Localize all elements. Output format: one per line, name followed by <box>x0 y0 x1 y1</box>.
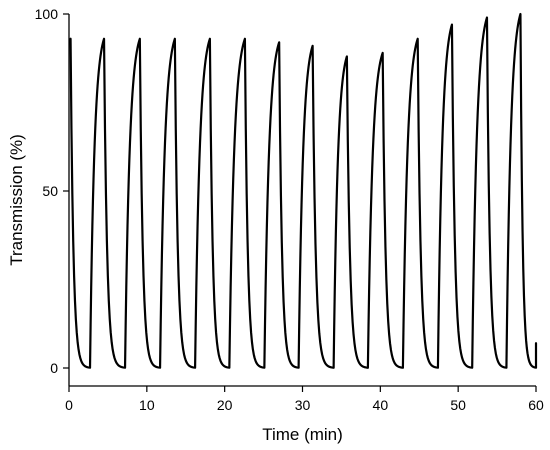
x-tick-label: 40 <box>373 397 389 413</box>
x-ticks: 0 10 20 30 40 50 60 <box>65 386 544 413</box>
y-ticks: 0 50 100 <box>35 6 69 376</box>
y-tick-label: 100 <box>35 6 59 22</box>
y-axis-title: Transmission (%) <box>7 134 26 266</box>
x-tick-label: 10 <box>139 397 155 413</box>
x-tick-label: 20 <box>217 397 233 413</box>
x-tick-label: 50 <box>450 397 466 413</box>
series-transmission-line <box>69 12 538 369</box>
x-tick-label: 60 <box>528 397 544 413</box>
y-tick-label: 0 <box>50 360 58 376</box>
x-tick-label: 0 <box>65 397 73 413</box>
x-tick-label: 30 <box>295 397 311 413</box>
y-tick-label: 50 <box>42 183 58 199</box>
x-axis-title: Time (min) <box>262 425 343 444</box>
